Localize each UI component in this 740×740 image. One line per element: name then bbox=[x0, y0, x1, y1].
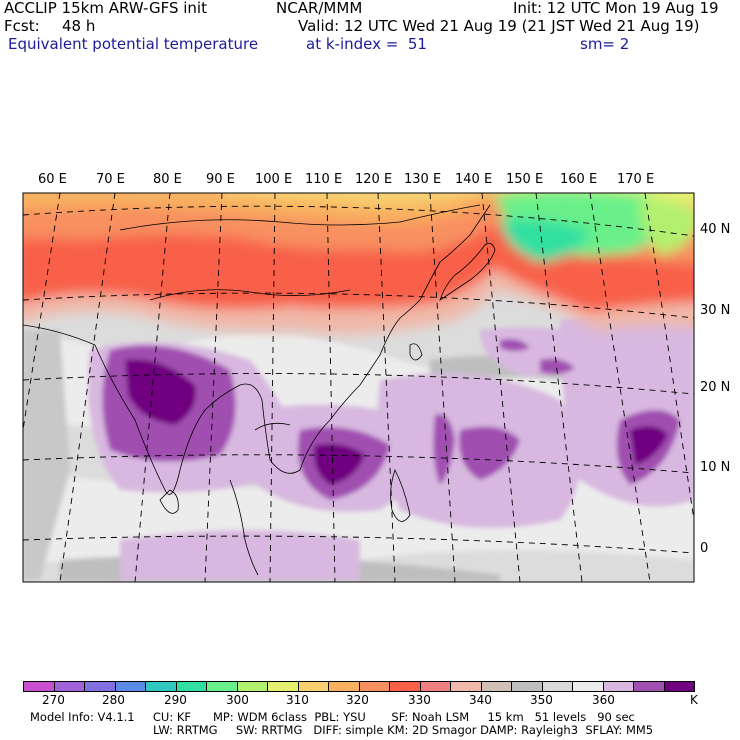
colorbar-label-330: 330 bbox=[408, 693, 431, 707]
meridian-110e bbox=[326, 193, 336, 582]
colorbar-label-270: 270 bbox=[42, 693, 65, 707]
purple-medium-west-pacific bbox=[459, 426, 520, 480]
purple-light-equator bbox=[120, 530, 360, 580]
sri-lanka bbox=[159, 489, 179, 514]
lon-label-170e: 170 E bbox=[617, 172, 655, 187]
colorbar-unit: K bbox=[690, 693, 698, 707]
colorbar-swatch bbox=[663, 681, 695, 692]
meridian-60e bbox=[23, 193, 61, 431]
lon-label-150e: 150 E bbox=[506, 172, 544, 187]
purple-medium-band-130e bbox=[433, 414, 455, 485]
valid-time: Valid: 12 UTC Wed 21 Aug 19 (21 JST Wed … bbox=[298, 17, 700, 35]
model-title: ACCLIP 15km ARW-GFS init bbox=[4, 0, 207, 17]
colorbar-swatch bbox=[267, 681, 299, 692]
meridian-170e bbox=[644, 193, 694, 521]
colorbar-label-340: 340 bbox=[469, 693, 492, 707]
map-field bbox=[23, 193, 694, 582]
lon-label-80e: 80 E bbox=[153, 172, 182, 187]
colorbar-swatch bbox=[511, 681, 543, 692]
colorbar-swatch bbox=[84, 681, 116, 692]
forecast-hours: 48 h bbox=[62, 17, 96, 35]
lat-label-20n: 20 N bbox=[700, 380, 731, 395]
colorbar-swatch bbox=[480, 681, 512, 692]
colorbar-swatch bbox=[23, 681, 55, 692]
northern-border bbox=[119, 204, 481, 231]
init-time: Init: 12 UTC Mon 19 Aug 19 bbox=[513, 0, 719, 17]
parallel-40n bbox=[23, 205, 694, 237]
smoothing-label: sm= 2 bbox=[580, 35, 630, 53]
colorbar-swatch bbox=[419, 681, 451, 692]
purple-medium-spot-2 bbox=[500, 339, 530, 351]
lat-label-10n: 10 N bbox=[700, 460, 731, 475]
lon-label-160e: 160 E bbox=[560, 172, 598, 187]
band-295k-core bbox=[500, 218, 590, 262]
colorbar-label-300: 300 bbox=[226, 693, 249, 707]
graticule bbox=[23, 193, 694, 582]
colorbar-label-310: 310 bbox=[286, 693, 309, 707]
parallel-10n bbox=[23, 454, 694, 474]
lon-label-60e: 60 E bbox=[38, 172, 67, 187]
meridian-130e bbox=[429, 193, 456, 582]
colorbar-swatch bbox=[450, 681, 482, 692]
malay-peninsula bbox=[229, 479, 259, 576]
parallel-20n bbox=[23, 373, 694, 395]
colorbar-swatch bbox=[602, 681, 634, 692]
band-305k-east bbox=[640, 199, 694, 255]
japan bbox=[439, 242, 496, 301]
footer-physics-info: LW: RRTMG SW: RRTMG DIFF: simple KM: 2D … bbox=[153, 723, 654, 737]
colorbar-swatch bbox=[236, 681, 268, 692]
colorbar-label-290: 290 bbox=[164, 693, 187, 707]
lat-label-40n: 40 N bbox=[700, 222, 731, 237]
himalaya-border bbox=[149, 289, 351, 301]
colorbar-label-360: 360 bbox=[592, 693, 615, 707]
purple-dark-core-indochina bbox=[314, 443, 365, 485]
parallel-0 bbox=[23, 535, 694, 554]
colorbar-swatch bbox=[53, 681, 85, 692]
lon-label-70e: 70 E bbox=[96, 172, 125, 187]
lon-label-100e: 100 E bbox=[255, 172, 293, 187]
purple-medium-spot-1 bbox=[540, 358, 575, 375]
colorbar-swatch bbox=[297, 681, 329, 692]
colorbar-label-320: 320 bbox=[346, 693, 369, 707]
colorbar-swatch bbox=[145, 681, 177, 692]
forecast-label: Fcst: bbox=[4, 17, 40, 35]
purple-dark-core-india bbox=[125, 359, 196, 425]
colorbar-swatch bbox=[175, 681, 207, 692]
asia-east-coast bbox=[419, 204, 491, 301]
lat-label-0: 0 bbox=[700, 541, 709, 556]
map-frame bbox=[22, 192, 695, 583]
lon-label-130e: 130 E bbox=[404, 172, 442, 187]
meridian-120e bbox=[377, 193, 396, 582]
colorbar-swatch bbox=[389, 681, 421, 692]
colorbar-swatch bbox=[114, 681, 146, 692]
grey-west-region bbox=[23, 330, 70, 580]
meridian-100e bbox=[269, 193, 276, 582]
level-label: at k-index = 51 bbox=[306, 35, 427, 53]
colorbar-swatch bbox=[633, 681, 665, 692]
taiwan bbox=[409, 343, 423, 361]
colorbar-swatch bbox=[541, 681, 573, 692]
org-label: NCAR/MMM bbox=[276, 0, 363, 17]
lon-label-110e: 110 E bbox=[305, 172, 343, 187]
colorbar-swatch bbox=[328, 681, 360, 692]
parallel-30n bbox=[23, 292, 694, 319]
lon-label-140e: 140 E bbox=[455, 172, 493, 187]
field-name: Equivalent potential temperature bbox=[8, 35, 259, 53]
meridian-90e bbox=[204, 193, 223, 582]
colorbar-label-280: 280 bbox=[102, 693, 125, 707]
indochina-border bbox=[254, 422, 291, 431]
purple-dark-core-east bbox=[630, 426, 668, 465]
coastlines bbox=[23, 204, 496, 576]
lon-label-90e: 90 E bbox=[206, 172, 235, 187]
colorbar-label-350: 350 bbox=[530, 693, 553, 707]
lon-label-120e: 120 E bbox=[355, 172, 393, 187]
lat-label-30n: 30 N bbox=[700, 303, 731, 318]
colorbar-swatch bbox=[572, 681, 604, 692]
colorbar-swatch bbox=[358, 681, 390, 692]
footer-model-info: Model Info: V4.1.1 CU: KF MP: WDM 6class… bbox=[30, 710, 635, 724]
colorbar-swatch bbox=[206, 681, 238, 692]
asia-south-coast bbox=[23, 299, 421, 495]
